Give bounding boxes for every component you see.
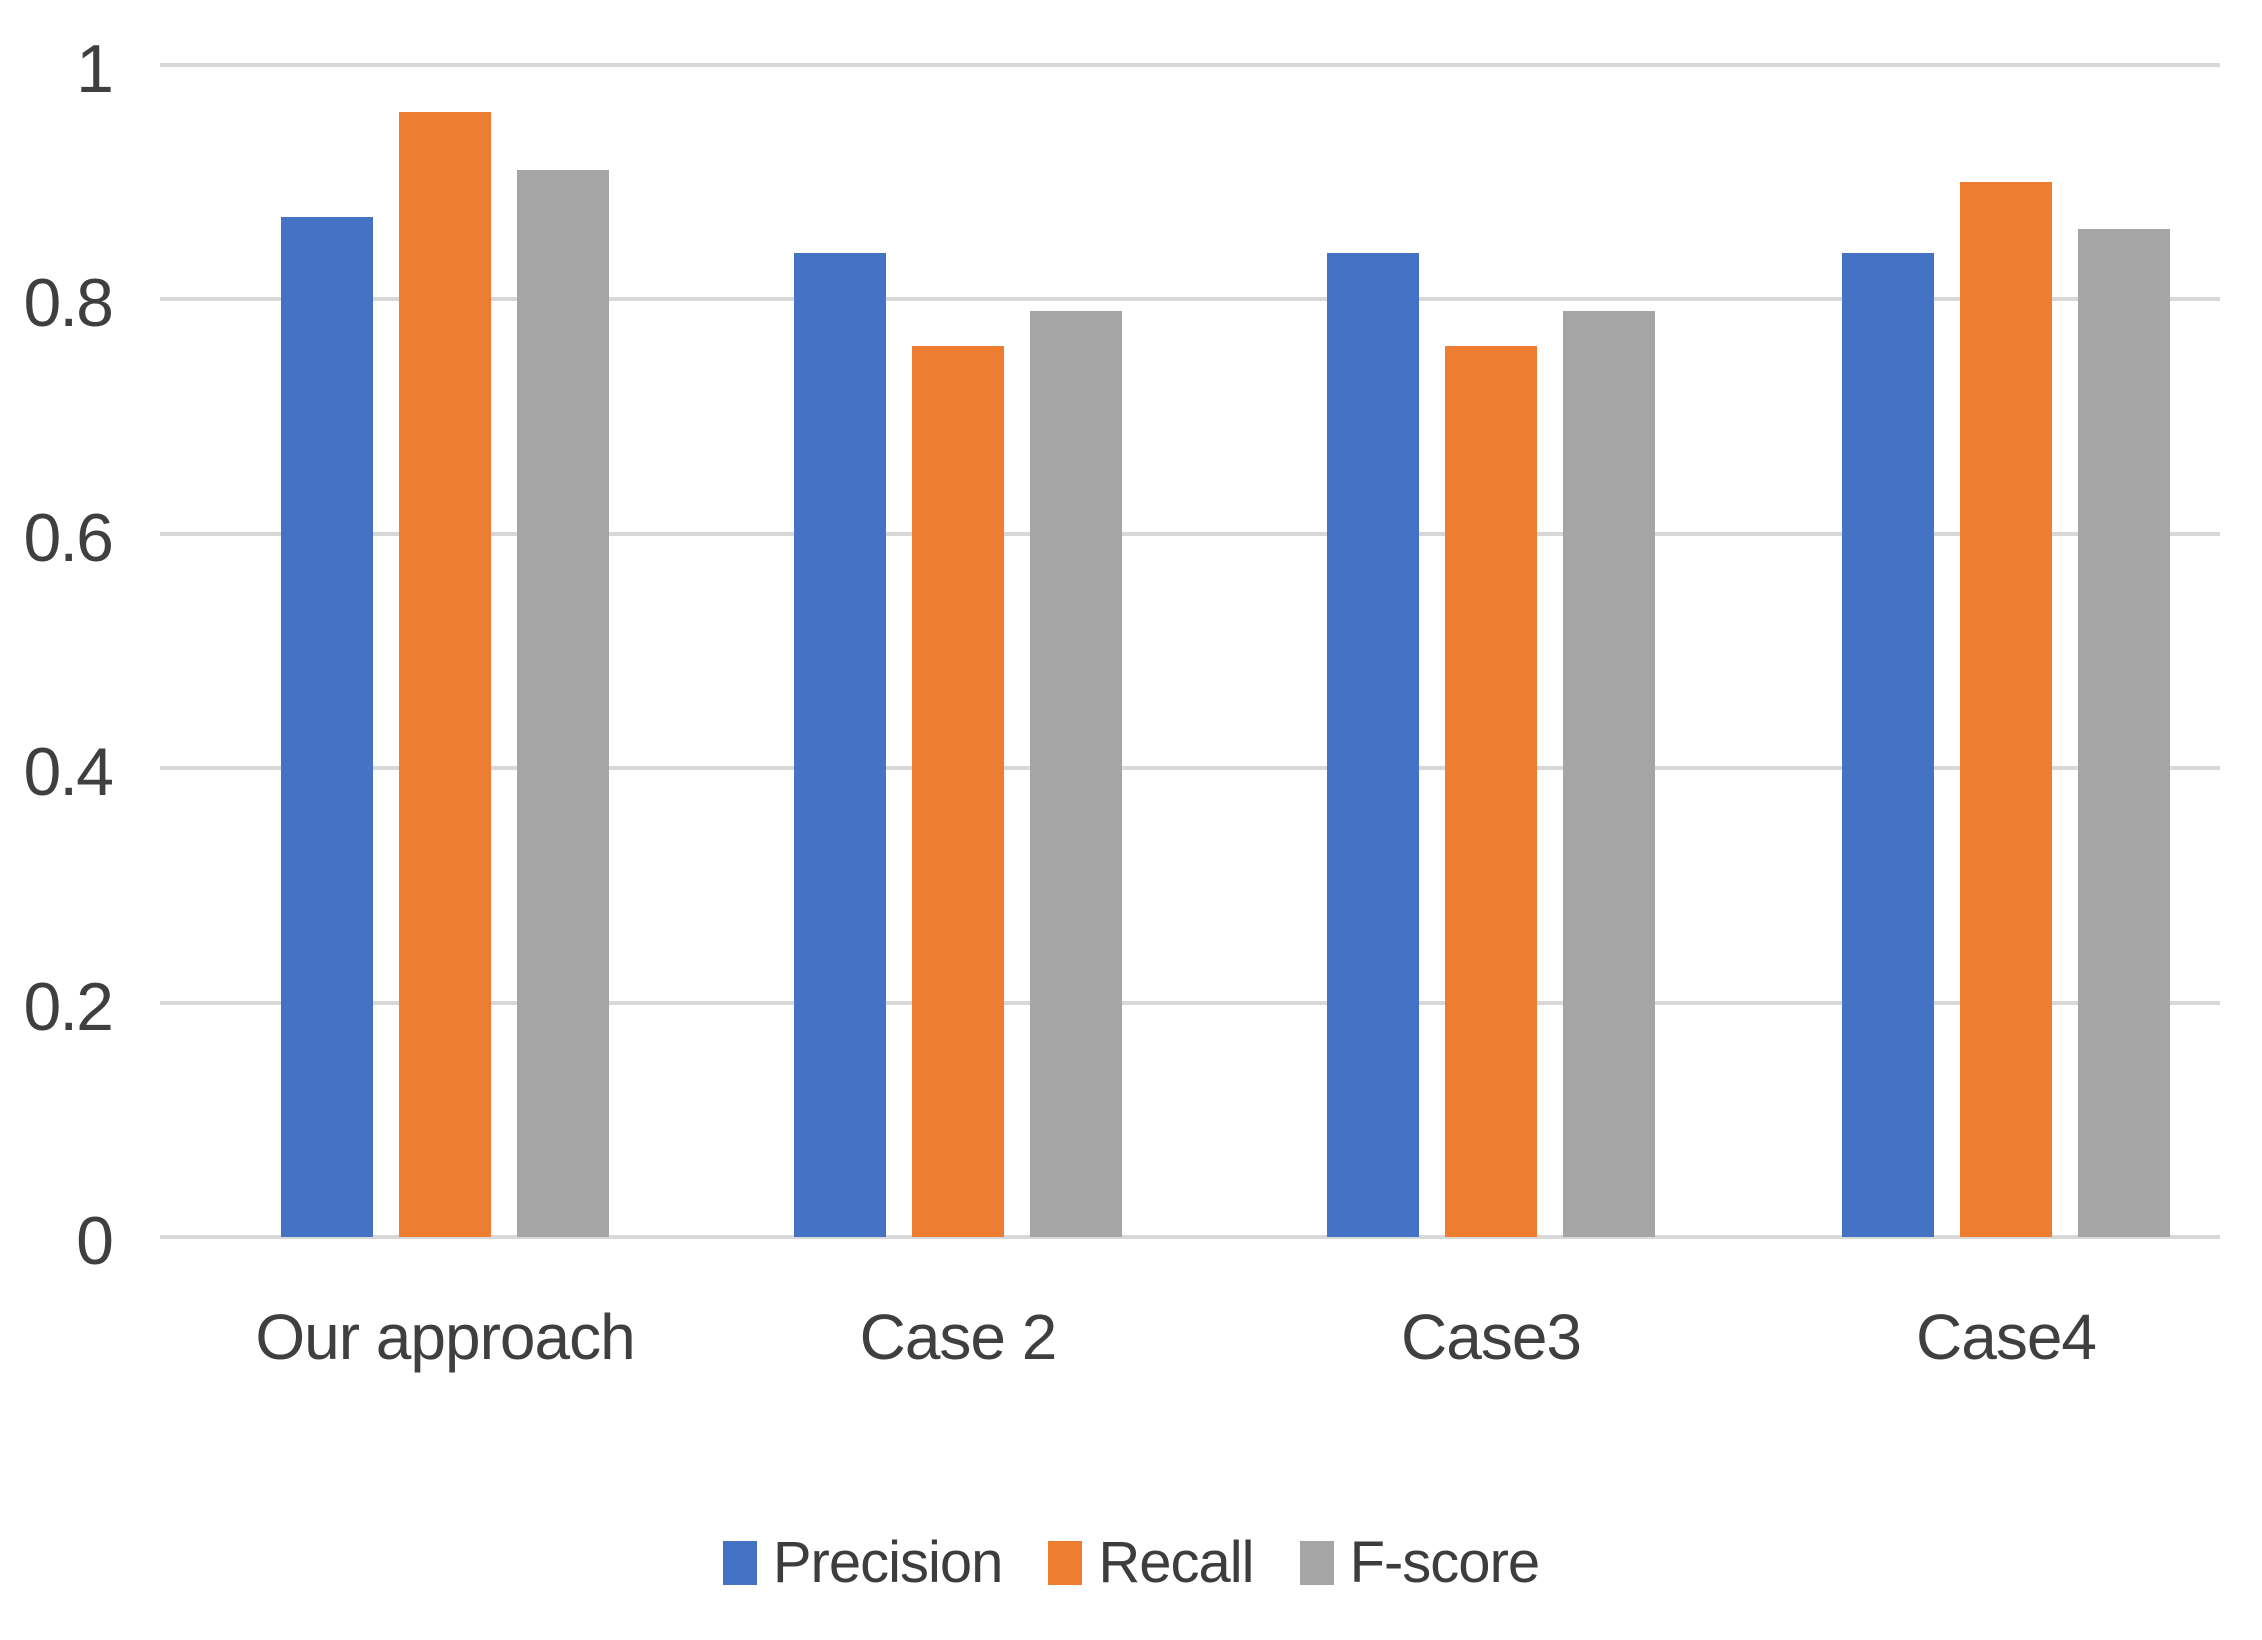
legend-item-recall: Recall xyxy=(1048,1530,1255,1595)
bar-recall-case3 xyxy=(1445,346,1537,1237)
legend-label: Precision xyxy=(772,1530,1004,1595)
gridline-y-0 xyxy=(160,1235,2220,1239)
gridline-y-0.2 xyxy=(160,1000,2220,1005)
bar-recall-case4 xyxy=(1960,182,2052,1237)
x-axis-category-label: Case 2 xyxy=(859,1301,1058,1373)
bar-precision-our-approach xyxy=(281,217,373,1237)
y-axis-tick-label: 1 xyxy=(76,31,114,107)
legend-item-precision: Precision xyxy=(722,1530,1004,1595)
bar-recall-case-2 xyxy=(912,346,1004,1237)
x-axis-category-label: Case3 xyxy=(1401,1301,1582,1373)
gridline-y-0.4 xyxy=(160,766,2220,771)
bar-f-score-case3 xyxy=(1563,311,1655,1237)
bar-f-score-our-approach xyxy=(517,170,609,1237)
chart-legend: Precision Recall F-score xyxy=(0,1534,2262,1592)
y-axis-tick-label: 0 xyxy=(76,1203,114,1279)
legend-swatch-icon xyxy=(722,1541,757,1585)
bar-recall-our-approach xyxy=(399,112,491,1237)
legend-swatch-icon xyxy=(1048,1541,1083,1585)
y-axis-tick-label: 0.6 xyxy=(23,499,114,576)
bar-precision-case3 xyxy=(1327,253,1419,1237)
gridline-y-0.6 xyxy=(160,531,2220,536)
bar-f-score-case-2 xyxy=(1030,311,1122,1237)
x-axis-category-label: Our approach xyxy=(255,1301,635,1373)
bar-precision-case-2 xyxy=(794,253,886,1237)
legend-item-f-score: F-score xyxy=(1299,1530,1541,1595)
gridline-y-0.8 xyxy=(160,297,2220,302)
legend-swatch-icon xyxy=(1299,1541,1334,1585)
gridline-y-1 xyxy=(160,63,2220,67)
legend-label: F-score xyxy=(1349,1530,1541,1595)
y-axis-tick-label: 0.2 xyxy=(23,968,114,1045)
y-axis-tick-label: 0.4 xyxy=(23,734,114,811)
bar-f-score-case4 xyxy=(2078,229,2170,1237)
bar-precision-case4 xyxy=(1842,253,1934,1237)
y-axis-tick-label: 0.8 xyxy=(23,265,114,342)
legend-label: Recall xyxy=(1098,1530,1254,1595)
x-axis-category-label: Case4 xyxy=(1916,1301,2097,1373)
